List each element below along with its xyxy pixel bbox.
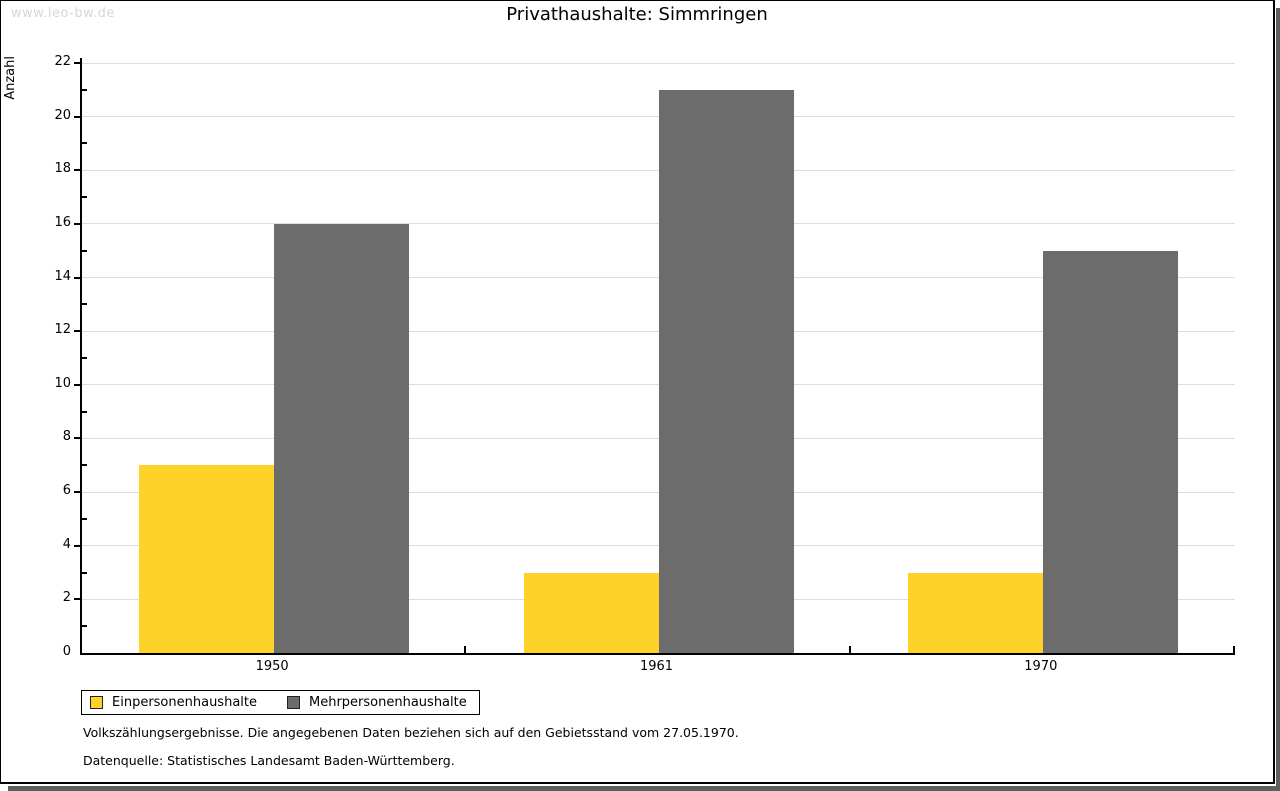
panel-shadow-right [1276,8,1280,791]
plot-area: 2 4 6 8 10 12 14 16 18 20 22 0 [54,54,1235,659]
legend-label: Mehrpersonenhaushalte [309,695,467,710]
legend-item: Einpersonenhaushalte [90,695,257,710]
y-axis-title: Anzahl [3,56,18,100]
y-axis-major-tick [74,62,80,64]
y-axis-major-tick [74,598,80,601]
y-axis-major-tick [74,330,80,333]
y-axis-major-tick [74,276,80,279]
y-gridline [82,62,1235,64]
y-axis-tick-label: 2 [62,590,71,606]
y-axis-minor-tick [82,249,87,252]
y-axis-tick-label: 10 [54,375,71,391]
bar-einpersonenhaushalte-1950 [139,465,275,653]
legend-item: Mehrpersonenhaushalte [287,695,467,710]
bar-mehrpersonenhaushalte-1970 [1042,250,1178,653]
y-axis-minor-tick [82,88,87,91]
y-axis-minor-tick [82,571,87,574]
bar-mehrpersonenhaushalte-1961 [658,89,794,653]
x-axis-tick [464,646,467,653]
bar-mehrpersonenhaushalte-1950 [274,223,410,653]
y-axis-tick-label: 18 [54,161,71,177]
y-axis-major-tick [74,222,80,225]
footnote-line: Datenquelle: Statistisches Landesamt Bad… [83,753,455,768]
y-axis-minor-tick [82,464,87,467]
x-axis-category-label: 1970 [1024,659,1058,674]
legend-swatch [287,696,300,709]
y-axis-tick-label: 12 [54,322,71,338]
x-axis-category-label: 1950 [255,659,289,674]
y-axis-minor-tick [82,357,87,359]
chart-title: Privathaushalte: Simmringen [506,4,768,25]
x-axis-category-label: 1961 [639,659,674,674]
watermark-link[interactable]: www.leo-bw.de [11,6,115,21]
y-axis-major-tick [74,544,80,547]
footnotes: Volkszählungsergebnisse. Die angegebenen… [83,725,739,781]
y-axis-major-tick [74,383,80,386]
y-axis-major-tick [74,169,80,172]
y-axis-tick-label: 8 [62,429,71,445]
legend: Einpersonenhaushalte Mehrpersonenhaushalt… [81,690,480,715]
y-axis-tick-label: 22 [54,54,71,69]
x-axis-tick [848,646,851,653]
legend-label: Einpersonenhaushalte [112,695,257,710]
y-axis-tick-label: 0 [62,644,71,659]
y-axis-tick-label: 20 [54,107,71,123]
footnote-line: Volkszählungsergebnisse. Die angegebenen… [83,725,739,740]
y-axis-minor-tick [82,196,87,199]
y-axis-tick-label: 16 [54,214,71,230]
y-axis-tick-label: 6 [62,483,71,499]
legend-swatch [90,696,103,709]
y-axis-major-tick [74,115,80,118]
panel-shadow-bottom [8,786,1280,791]
y-axis-minor-tick [82,410,87,413]
y-axis-minor-tick [82,517,87,520]
y-axis-major-tick [74,491,80,494]
y-axis-tick-label: 14 [54,268,71,284]
y-axis-minor-tick [82,303,87,306]
y-axis-major-tick [74,437,80,440]
y-axis-tick-label: 4 [62,536,71,552]
y-axis-minor-tick [82,625,87,628]
x-axis-tick [1233,646,1235,653]
bar-einpersonenhaushalte-1961 [523,572,659,653]
bar-einpersonenhaushalte-1970 [907,572,1043,653]
y-axis-minor-tick [82,142,87,145]
